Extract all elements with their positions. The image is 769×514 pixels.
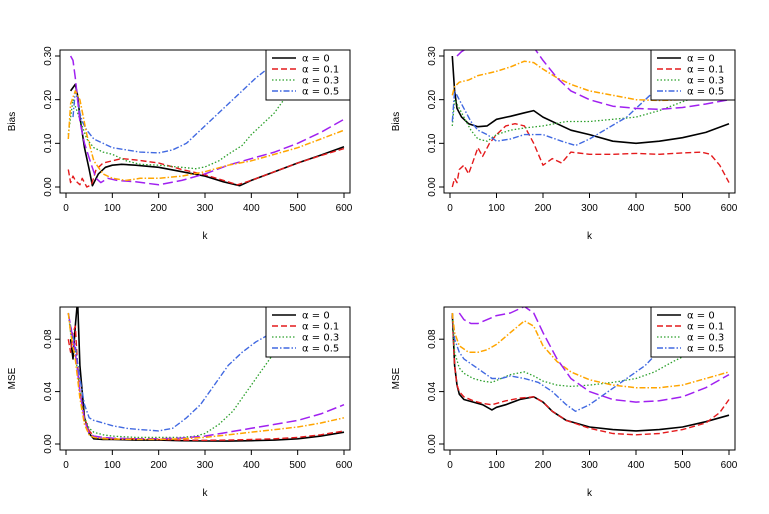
panel-top-left: 0 100 200 300 400 500 600 k 0.00 0.10 0.20 0.30 Bias… bbox=[7, 46, 353, 242]
y-tick-label: 0.10 bbox=[427, 133, 438, 153]
x-tick-label: 0 bbox=[63, 203, 69, 214]
x-tick-label: 400 bbox=[628, 203, 645, 214]
y-tick-label: 0.00 bbox=[43, 177, 54, 197]
x-tick-label: 300 bbox=[197, 460, 214, 471]
x-tick-label: 500 bbox=[674, 460, 691, 471]
legend-label: α = 0 bbox=[302, 54, 330, 65]
x-tick-label: 100 bbox=[488, 460, 505, 471]
panel-bottom-right: 0 100 200 300 400 500 600 k 0.00 0.04 0.08 MSE α = 0… bbox=[391, 306, 738, 499]
legend-label: α = 0.3 bbox=[687, 333, 724, 344]
x-tick-label: 600 bbox=[336, 460, 353, 471]
x-tick-label: 100 bbox=[104, 203, 121, 214]
x-tick-label: 200 bbox=[535, 203, 552, 214]
legend-label: α = 0.3 bbox=[302, 333, 339, 344]
series-line-0 bbox=[69, 307, 345, 442]
x-axis-label: k bbox=[587, 231, 593, 242]
panel-top-right: 0 100 200 300 400 500 600 k 0.00 0.10 0.20 0.30 Bias… bbox=[391, 46, 738, 242]
x-tick-label: 600 bbox=[336, 203, 353, 214]
x-tick-label: 300 bbox=[581, 203, 598, 214]
x-tick-label: 200 bbox=[150, 203, 167, 214]
x-axis-label: k bbox=[587, 488, 593, 499]
panel-bottom-left: 0 100 200 300 400 500 600 k 0.00 0.04 0.08 MSE α = 0… bbox=[7, 306, 353, 499]
series-line-2 bbox=[67, 312, 317, 439]
series-line-3 bbox=[67, 312, 317, 432]
legend-label: α = 0 bbox=[687, 54, 715, 65]
y-tick-label: 0.30 bbox=[43, 46, 54, 66]
series-group bbox=[67, 55, 345, 188]
y-axis-label: MSE bbox=[391, 367, 402, 389]
y-tick-label: 0.00 bbox=[427, 177, 438, 197]
x-tick-label: 0 bbox=[447, 203, 453, 214]
series-line-1 bbox=[67, 147, 345, 188]
x-axis-label: k bbox=[203, 488, 209, 499]
legend-label: α = 0 bbox=[687, 311, 715, 322]
y-tick-label: 0.20 bbox=[43, 89, 54, 109]
series-line-2 bbox=[451, 94, 702, 142]
series-line-0 bbox=[451, 312, 730, 432]
x-tick-label: 500 bbox=[674, 203, 691, 214]
x-tick-label: 300 bbox=[581, 460, 598, 471]
y-tick-label: 0.00 bbox=[43, 434, 54, 454]
x-tick-label: 200 bbox=[150, 460, 167, 471]
y-tick-label: 0.08 bbox=[427, 329, 438, 349]
legend-label: α = 0.3 bbox=[687, 76, 724, 87]
legend-label: α = 0.5 bbox=[687, 344, 724, 355]
series-line-4 bbox=[67, 312, 345, 440]
series-group bbox=[67, 307, 345, 442]
series-line-4 bbox=[451, 312, 730, 389]
series-line-3 bbox=[72, 55, 312, 154]
legend-label: α = 0 bbox=[302, 311, 330, 322]
legend-label: α = 0.1 bbox=[687, 65, 724, 76]
y-tick-label: 0.30 bbox=[427, 46, 438, 66]
x-tick-label: 200 bbox=[535, 460, 552, 471]
series-line-2 bbox=[67, 55, 313, 170]
y-tick-label: 0.00 bbox=[427, 434, 438, 454]
y-tick-label: 0.20 bbox=[427, 89, 438, 109]
x-tick-label: 100 bbox=[488, 203, 505, 214]
x-tick-label: 400 bbox=[243, 460, 260, 471]
y-axis-label: Bias bbox=[391, 112, 402, 131]
x-tick-label: 400 bbox=[628, 460, 645, 471]
x-tick-label: 0 bbox=[447, 460, 453, 471]
y-axis-label: Bias bbox=[7, 112, 18, 131]
series-line-4 bbox=[69, 55, 345, 186]
legend-label: α = 0.5 bbox=[687, 87, 724, 98]
y-tick-label: 0.04 bbox=[427, 381, 438, 401]
x-tick-label: 500 bbox=[289, 460, 306, 471]
x-tick-label: 600 bbox=[721, 203, 738, 214]
legend-label: α = 0.5 bbox=[302, 87, 339, 98]
series-line-0 bbox=[451, 55, 730, 145]
legend-label: α = 0.5 bbox=[302, 344, 339, 355]
y-tick-label: 0.10 bbox=[43, 133, 54, 153]
x-axis-label: k bbox=[203, 231, 209, 242]
y-tick-label: 0.04 bbox=[43, 381, 54, 401]
x-tick-label: 100 bbox=[104, 460, 121, 471]
legend-label: α = 0.1 bbox=[687, 322, 724, 333]
legend-label: α = 0.3 bbox=[302, 76, 339, 87]
x-tick-label: 0 bbox=[63, 460, 69, 471]
series-group bbox=[451, 307, 730, 436]
x-tick-label: 500 bbox=[289, 203, 306, 214]
series-line-5 bbox=[67, 312, 345, 441]
x-tick-label: 300 bbox=[197, 203, 214, 214]
series-line-1 bbox=[451, 312, 730, 436]
legend-label: α = 0.1 bbox=[302, 322, 339, 333]
x-tick-label: 600 bbox=[721, 460, 738, 471]
y-axis-label: MSE bbox=[7, 367, 18, 389]
series-line-5 bbox=[456, 50, 730, 111]
series-line-1 bbox=[451, 122, 730, 188]
series-line-5 bbox=[67, 90, 345, 182]
y-tick-label: 0.08 bbox=[43, 329, 54, 349]
series-line-5 bbox=[458, 307, 730, 403]
legend-label: α = 0.1 bbox=[302, 65, 339, 76]
x-tick-label: 400 bbox=[243, 203, 260, 214]
series-line-3 bbox=[451, 312, 702, 412]
